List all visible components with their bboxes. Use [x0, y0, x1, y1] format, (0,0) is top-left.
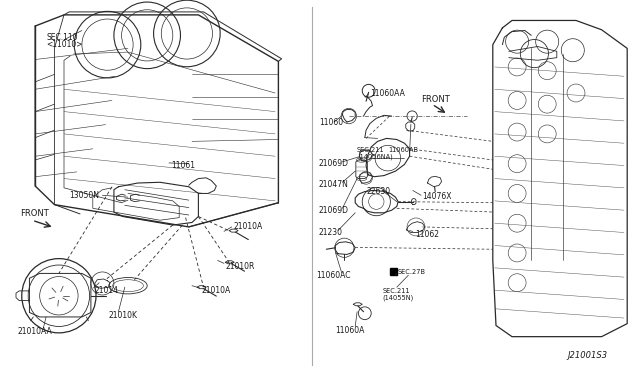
- Text: FRONT: FRONT: [20, 209, 49, 218]
- Text: SEC.211: SEC.211: [383, 288, 410, 294]
- Text: 11060AB: 11060AB: [388, 147, 418, 153]
- Text: 21014: 21014: [95, 286, 119, 295]
- Text: SEC.110: SEC.110: [46, 33, 77, 42]
- Text: 11061: 11061: [172, 161, 196, 170]
- Text: 14076X: 14076X: [422, 192, 452, 201]
- Text: J21001S3: J21001S3: [568, 351, 608, 360]
- Text: (14055N): (14055N): [383, 294, 414, 301]
- Text: 11062: 11062: [415, 230, 439, 239]
- Text: 21010A: 21010A: [202, 286, 231, 295]
- Text: 21069D: 21069D: [319, 159, 349, 168]
- Text: SEC.211: SEC.211: [357, 147, 385, 153]
- Text: 22630: 22630: [366, 187, 390, 196]
- Text: 21010AA: 21010AA: [18, 327, 52, 336]
- Text: 21010R: 21010R: [225, 262, 255, 271]
- Text: (14056NA): (14056NA): [357, 154, 393, 160]
- Text: 13050N: 13050N: [69, 191, 99, 200]
- Bar: [390, 268, 397, 275]
- Text: SEC.27B: SEC.27B: [398, 269, 426, 275]
- Text: 21047N: 21047N: [319, 180, 349, 189]
- Text: 21010A: 21010A: [234, 222, 263, 231]
- Text: 11060A: 11060A: [335, 326, 365, 335]
- Text: FRONT: FRONT: [421, 95, 450, 104]
- Text: <11010>: <11010>: [46, 40, 83, 49]
- Text: 21230: 21230: [319, 228, 343, 237]
- Text: 11060AA: 11060AA: [370, 89, 404, 98]
- Text: 21010K: 21010K: [109, 311, 138, 320]
- Text: 21069D: 21069D: [319, 206, 349, 215]
- Text: 11060: 11060: [319, 118, 343, 126]
- Text: 11060AC: 11060AC: [316, 271, 351, 280]
